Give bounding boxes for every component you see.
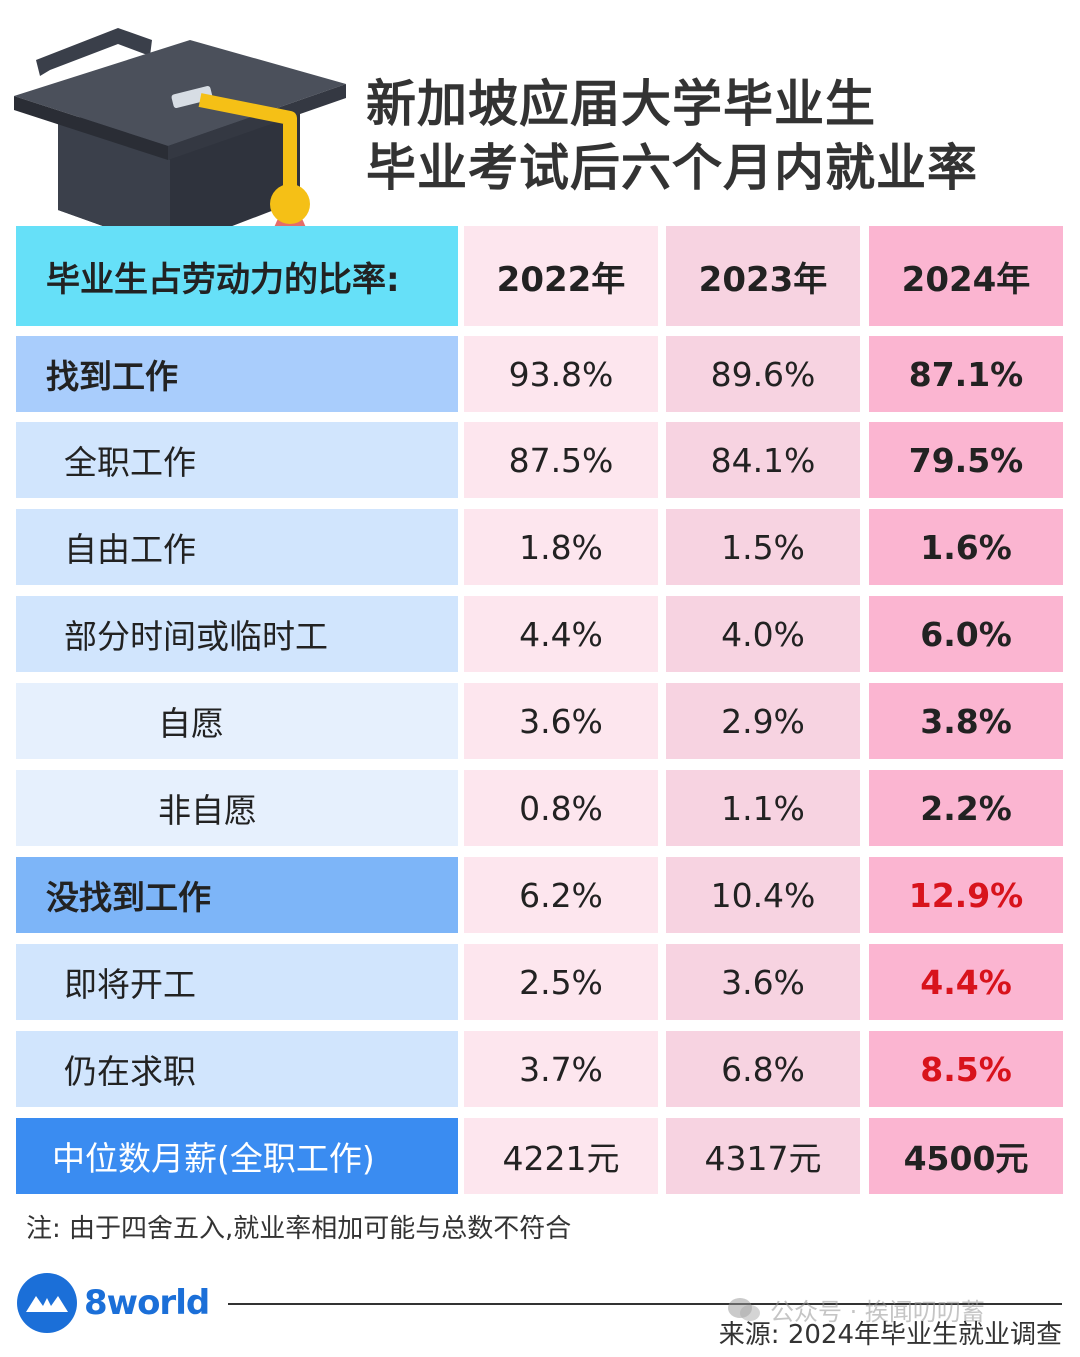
table-cell: 3.7% [464, 1031, 658, 1107]
watermark-text: 公众号 · 挨闻叨叨蓄 [770, 1298, 985, 1326]
table-cell: 3.6% [666, 944, 860, 1020]
table-cell: 6.8% [666, 1031, 860, 1107]
table-cell: 1.1% [666, 770, 860, 846]
watermark: 公众号 · 挨闻叨叨蓄 [726, 1292, 985, 1327]
row-label-full-time: 全职工作 [16, 422, 458, 498]
table-cell: 2.5% [464, 944, 658, 1020]
table-cell: 0.8% [464, 770, 658, 846]
title-line-2: 毕业考试后六个月内就业率 [366, 139, 978, 197]
graduation-cap-icon [14, 28, 346, 250]
table-cell: 1.6% [869, 509, 1063, 585]
table-cell: 3.8% [869, 683, 1063, 759]
table-cell: 89.6% [666, 336, 860, 412]
row-label-found-job: 找到工作 [16, 336, 458, 412]
table-cell: 4221元 [464, 1118, 658, 1194]
header-year-2024: 2024年 [869, 226, 1063, 326]
table-cell: 4.4% [869, 944, 1063, 1020]
table-cell: 84.1% [666, 422, 860, 498]
footnote: 注: 由于四舍五入,就业率相加可能与总数不符合 [26, 1214, 572, 1244]
table-cell: 6.0% [869, 596, 1063, 672]
logo-text: 8world [84, 1283, 210, 1323]
table-cell: 79.5% [869, 422, 1063, 498]
table-cell: 3.6% [464, 683, 658, 759]
8world-logo-icon [17, 1273, 77, 1333]
table-cell: 8.5% [869, 1031, 1063, 1107]
table-cell: 2.2% [869, 770, 1063, 846]
row-label-still-seeking: 仍在求职 [16, 1031, 458, 1107]
row-label-freelance: 自由工作 [16, 509, 458, 585]
footer-divider [228, 1303, 1062, 1305]
source-credit: 来源: 2024年毕业生就业调查 [718, 1320, 1062, 1350]
title-line-1: 新加坡应届大学毕业生 [366, 75, 876, 133]
row-label-starting-soon: 即将开工 [16, 944, 458, 1020]
table-cell: 87.5% [464, 422, 658, 498]
table-cell: 87.1% [869, 336, 1063, 412]
table-cell: 6.2% [464, 857, 658, 933]
header-label: 毕业生占劳动力的比率: [16, 226, 458, 326]
wechat-icon [728, 1297, 760, 1321]
brand-logo: 8world [16, 1272, 210, 1334]
table-cell: 4500元 [869, 1118, 1063, 1194]
header-year-2022: 2022年 [464, 226, 658, 326]
row-label-part-time: 部分时间或临时工 [16, 596, 458, 672]
table-cell: 1.5% [666, 509, 860, 585]
table-cell: 4317元 [666, 1118, 860, 1194]
table-cell: 4.4% [464, 596, 658, 672]
table-cell: 93.8% [464, 336, 658, 412]
row-label-median-salary: 中位数月薪(全职工作) [16, 1118, 458, 1194]
table-cell: 10.4% [666, 857, 860, 933]
table-cell: 12.9% [869, 857, 1063, 933]
table-cell: 1.8% [464, 509, 658, 585]
page-title: 新加坡应届大学毕业生 毕业考试后六个月内就业率 [366, 72, 978, 200]
row-label-voluntary: 自愿 [16, 683, 458, 759]
header-year-2023: 2023年 [666, 226, 860, 326]
row-label-involuntary: 非自愿 [16, 770, 458, 846]
table-cell: 4.0% [666, 596, 860, 672]
table-cell: 2.9% [666, 683, 860, 759]
row-label-not-found: 没找到工作 [16, 857, 458, 933]
